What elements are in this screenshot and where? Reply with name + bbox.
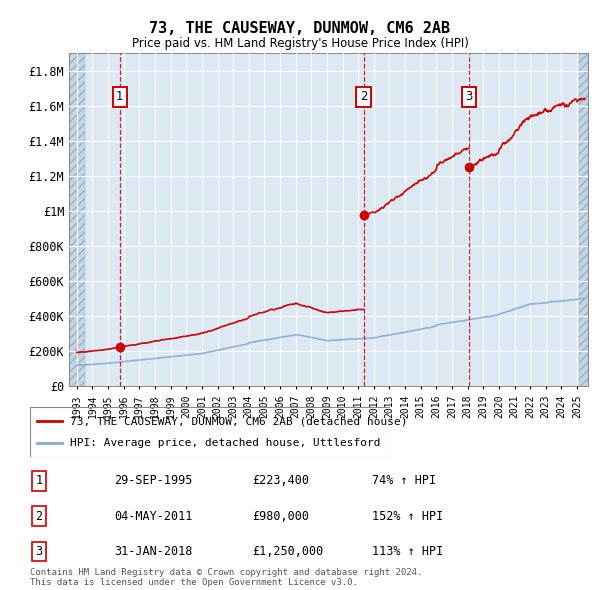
Text: 2: 2 bbox=[360, 90, 367, 103]
Text: 3: 3 bbox=[465, 90, 473, 103]
Text: Contains HM Land Registry data © Crown copyright and database right 2024.
This d: Contains HM Land Registry data © Crown c… bbox=[30, 568, 422, 587]
Text: 152% ↑ HPI: 152% ↑ HPI bbox=[372, 510, 443, 523]
Text: 1: 1 bbox=[116, 90, 124, 103]
Bar bbox=[578, 53, 588, 386]
Text: £223,400: £223,400 bbox=[252, 474, 309, 487]
Text: 74% ↑ HPI: 74% ↑ HPI bbox=[372, 474, 436, 487]
Text: 04-MAY-2011: 04-MAY-2011 bbox=[114, 510, 193, 523]
Bar bbox=[69, 53, 85, 386]
Text: Price paid vs. HM Land Registry's House Price Index (HPI): Price paid vs. HM Land Registry's House … bbox=[131, 37, 469, 50]
Text: 31-JAN-2018: 31-JAN-2018 bbox=[114, 545, 193, 558]
Text: £980,000: £980,000 bbox=[252, 510, 309, 523]
Text: £1,250,000: £1,250,000 bbox=[252, 545, 323, 558]
Text: 29-SEP-1995: 29-SEP-1995 bbox=[114, 474, 193, 487]
Text: 1: 1 bbox=[35, 474, 43, 487]
Text: HPI: Average price, detached house, Uttlesford: HPI: Average price, detached house, Uttl… bbox=[70, 438, 380, 448]
Text: 3: 3 bbox=[35, 545, 43, 558]
Text: 73, THE CAUSEWAY, DUNMOW, CM6 2AB (detached house): 73, THE CAUSEWAY, DUNMOW, CM6 2AB (detac… bbox=[70, 416, 407, 426]
Text: 113% ↑ HPI: 113% ↑ HPI bbox=[372, 545, 443, 558]
Text: 73, THE CAUSEWAY, DUNMOW, CM6 2AB: 73, THE CAUSEWAY, DUNMOW, CM6 2AB bbox=[149, 21, 451, 35]
Text: 2: 2 bbox=[35, 510, 43, 523]
